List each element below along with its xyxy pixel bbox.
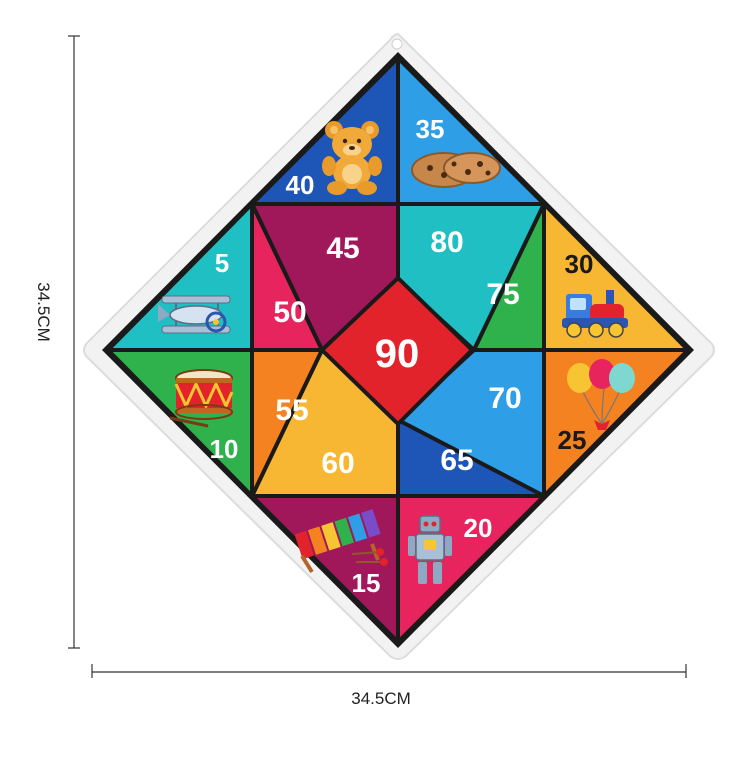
score-50: 50 xyxy=(273,296,306,329)
robot-icon xyxy=(408,515,452,584)
score-40: 40 xyxy=(286,170,315,200)
score-labels: 90 45 80 75 70 65 60 55 50 40 35 30 25 2… xyxy=(210,114,594,598)
score-60: 60 xyxy=(321,447,354,480)
score-15: 15 xyxy=(352,568,381,598)
score-10: 10 xyxy=(210,434,239,464)
drum-icon xyxy=(169,369,234,428)
score-55: 55 xyxy=(275,394,308,427)
bullseye-90[interactable] xyxy=(319,275,475,427)
height-label: 34.5CM xyxy=(34,282,53,342)
score-65: 65 xyxy=(440,444,473,477)
width-label: 34.5CM xyxy=(351,689,411,708)
score-25: 25 xyxy=(558,425,587,455)
hanging-hole xyxy=(391,38,403,50)
width-dimension xyxy=(91,664,687,678)
height-dimension xyxy=(68,35,80,649)
xylophone-icon xyxy=(294,509,388,574)
score-30: 30 xyxy=(565,249,594,279)
score-80: 80 xyxy=(430,226,463,259)
balloons-icon xyxy=(567,359,635,430)
score-20: 20 xyxy=(464,513,493,543)
score-35: 35 xyxy=(416,114,445,144)
toy-train-icon xyxy=(562,290,628,338)
segment-10[interactable] xyxy=(106,348,254,498)
score-45: 45 xyxy=(326,232,359,265)
teddy-bear-icon xyxy=(322,121,382,195)
score-90: 90 xyxy=(375,332,420,376)
airplane-icon xyxy=(158,295,231,334)
segment-50[interactable] xyxy=(250,202,324,352)
score-70: 70 xyxy=(488,382,521,415)
cookies-icon xyxy=(411,152,501,188)
score-75: 75 xyxy=(486,278,519,311)
score-5: 5 xyxy=(215,248,229,278)
